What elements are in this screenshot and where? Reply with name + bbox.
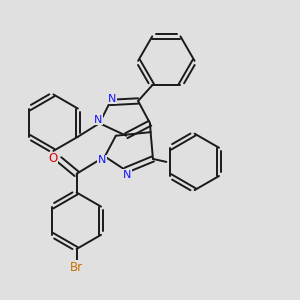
Text: N: N xyxy=(94,115,102,125)
Text: N: N xyxy=(98,155,106,165)
Text: Br: Br xyxy=(70,261,83,274)
Text: N: N xyxy=(108,94,116,104)
Text: N: N xyxy=(123,170,131,180)
Text: O: O xyxy=(48,152,57,165)
